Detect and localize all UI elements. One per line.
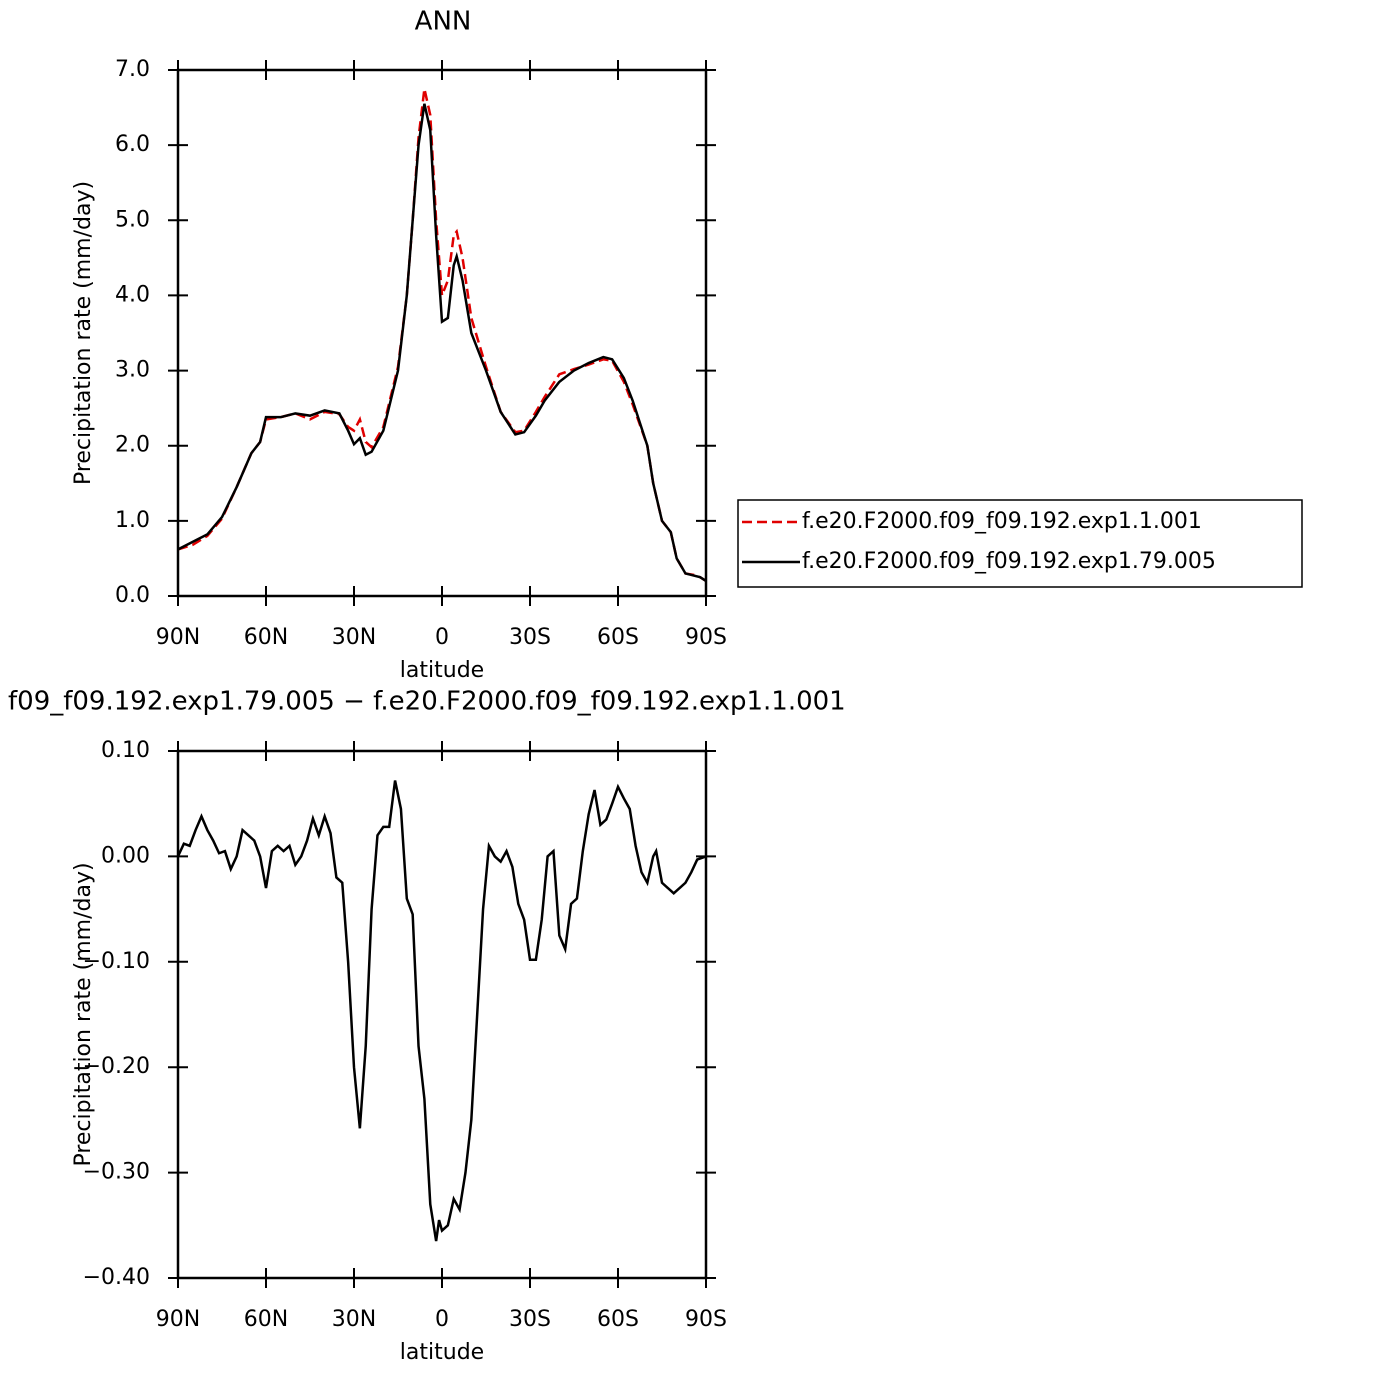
y-tick-label: −0.40: [83, 1265, 150, 1290]
x-tick-label: 60N: [244, 625, 288, 650]
x-tick-label: 90S: [685, 625, 727, 650]
y-axis-label: Precipitation rate (mm/day): [71, 862, 96, 1166]
y-tick-label: −0.10: [83, 949, 150, 974]
y-tick-label: −0.30: [83, 1160, 150, 1185]
x-tick-label: 30S: [509, 625, 551, 650]
y-tick-label: 0.10: [101, 738, 150, 763]
y-tick-label: 4.0: [115, 282, 150, 307]
x-tick-label: 30S: [509, 1307, 551, 1332]
x-tick-label: 30N: [332, 625, 376, 650]
data-line: [176, 780, 707, 1242]
y-tick-label: 3.0: [115, 358, 150, 383]
x-tick-label: 90N: [156, 1307, 200, 1332]
data-line: [177, 103, 707, 583]
y-axis-label: Precipitation rate (mm/day): [71, 181, 96, 485]
x-tick-label: 60S: [597, 1307, 639, 1332]
legend-label: f.e20.F2000.f09_f09.192.exp1.1.001: [802, 509, 1202, 534]
plot-frame: [176, 749, 708, 1280]
chart-title: ANN: [415, 7, 472, 37]
plot-frame: [176, 68, 708, 598]
legend-label: f.e20.F2000.f09_f09.192.exp1.79.005: [802, 549, 1216, 574]
y-tick-label: 1.0: [115, 508, 150, 533]
chart-title: f09_f09.192.exp1.79.005 − f.e20.F2000.f0…: [8, 687, 846, 717]
x-tick-label: 30N: [332, 1307, 376, 1332]
y-tick-label: 7.0: [115, 57, 150, 82]
x-axis-label: latitude: [400, 1340, 484, 1365]
y-tick-label: 0.0: [115, 583, 150, 608]
y-tick-label: 0.00: [101, 843, 150, 868]
legend-box: [737, 499, 1303, 588]
y-tick-label: −0.20: [83, 1054, 150, 1079]
x-tick-label: 60S: [597, 625, 639, 650]
x-tick-label: 60N: [244, 1307, 288, 1332]
x-tick-label: 0: [435, 1307, 449, 1332]
y-tick-label: 2.0: [115, 433, 150, 458]
x-tick-label: 90N: [156, 625, 200, 650]
data-line: [177, 88, 707, 583]
x-axis-label: latitude: [400, 658, 484, 683]
x-tick-label: 0: [435, 625, 449, 650]
x-tick-label: 90S: [685, 1307, 727, 1332]
y-tick-label: 5.0: [115, 207, 150, 232]
y-tick-label: 6.0: [115, 132, 150, 157]
